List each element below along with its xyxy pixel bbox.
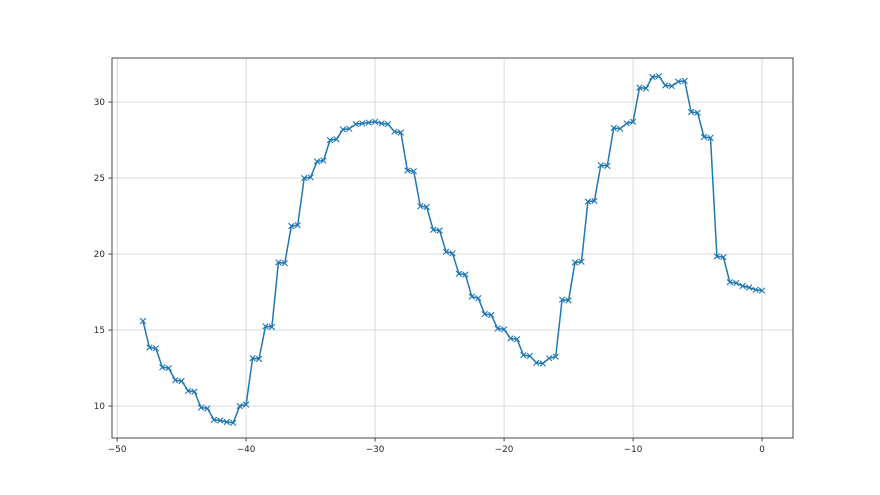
- y-tick-label: 25: [94, 174, 105, 184]
- y-tick-label: 20: [94, 250, 106, 260]
- series-markers: [139, 73, 766, 426]
- x-tick-label: 0: [759, 445, 765, 455]
- plot-border: [111, 57, 794, 439]
- y-tick-label: 30: [94, 98, 106, 108]
- x-tick-label: −40: [237, 445, 256, 455]
- y-tick-label: 15: [94, 326, 105, 336]
- x-tick-label: −50: [108, 445, 127, 455]
- x-tick-label: −30: [366, 445, 385, 455]
- y-tick-label: 10: [94, 402, 106, 412]
- x-tick-label: −20: [495, 445, 514, 455]
- plot-area: [112, 58, 793, 438]
- x-tick-label: −10: [624, 445, 643, 455]
- y-axis: 10 15 20 25 30: [94, 98, 112, 412]
- x-axis: −50 −40 −30 −20 −10 0: [108, 438, 765, 455]
